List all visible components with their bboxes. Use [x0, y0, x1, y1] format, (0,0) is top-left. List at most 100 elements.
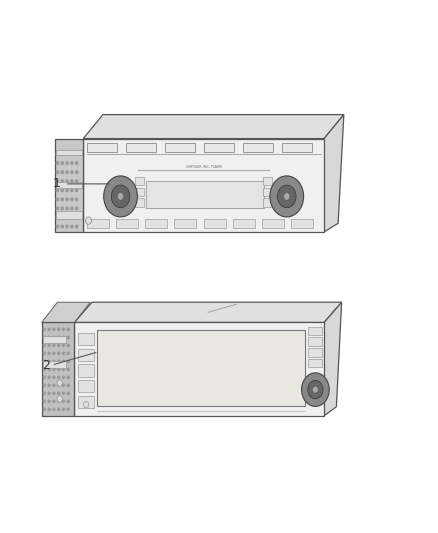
Bar: [74, 322, 324, 416]
Text: 1: 1: [53, 177, 61, 190]
Circle shape: [66, 216, 68, 219]
Circle shape: [53, 392, 55, 394]
Circle shape: [58, 368, 60, 370]
Circle shape: [53, 384, 55, 386]
Circle shape: [58, 328, 60, 330]
Circle shape: [43, 384, 45, 386]
Circle shape: [57, 395, 62, 402]
Circle shape: [63, 408, 64, 410]
Circle shape: [75, 198, 78, 200]
Circle shape: [56, 198, 58, 200]
Circle shape: [63, 384, 64, 386]
Polygon shape: [324, 302, 342, 416]
Bar: [291, 219, 314, 228]
Circle shape: [67, 344, 69, 346]
Circle shape: [84, 401, 89, 408]
Circle shape: [63, 360, 64, 362]
Circle shape: [58, 384, 60, 386]
Circle shape: [43, 392, 45, 394]
Circle shape: [48, 336, 50, 338]
Bar: [126, 143, 156, 152]
Circle shape: [58, 392, 60, 394]
Circle shape: [66, 180, 68, 182]
Circle shape: [61, 216, 63, 219]
Circle shape: [58, 344, 60, 346]
Circle shape: [63, 336, 64, 338]
Circle shape: [53, 360, 55, 362]
Circle shape: [278, 185, 296, 208]
Circle shape: [75, 189, 78, 191]
Circle shape: [48, 328, 50, 330]
Circle shape: [63, 368, 64, 370]
Circle shape: [56, 225, 58, 228]
Circle shape: [270, 176, 304, 217]
Circle shape: [66, 198, 68, 200]
Bar: [87, 219, 109, 228]
Circle shape: [67, 376, 69, 378]
Circle shape: [71, 198, 73, 200]
Circle shape: [58, 352, 60, 354]
Bar: [78, 365, 94, 376]
Circle shape: [56, 180, 58, 182]
Bar: [135, 188, 144, 196]
Circle shape: [43, 328, 45, 330]
Bar: [43, 361, 67, 368]
Circle shape: [71, 216, 73, 219]
Circle shape: [48, 400, 50, 402]
Circle shape: [48, 352, 50, 354]
Bar: [174, 219, 197, 228]
Circle shape: [48, 344, 50, 346]
Circle shape: [63, 400, 64, 402]
Circle shape: [56, 207, 58, 209]
Circle shape: [61, 162, 63, 164]
Circle shape: [61, 180, 63, 182]
Bar: [78, 381, 94, 392]
Circle shape: [43, 336, 45, 338]
Circle shape: [75, 180, 78, 182]
Circle shape: [63, 352, 64, 354]
Circle shape: [43, 344, 45, 346]
Circle shape: [67, 400, 69, 402]
Circle shape: [67, 336, 69, 338]
Circle shape: [48, 392, 50, 394]
Circle shape: [66, 225, 68, 228]
Bar: [145, 219, 167, 228]
Bar: [263, 188, 272, 196]
Bar: [83, 139, 324, 232]
Circle shape: [53, 368, 55, 370]
Circle shape: [71, 162, 73, 164]
Circle shape: [104, 176, 138, 217]
Bar: [204, 143, 234, 152]
Circle shape: [43, 376, 45, 378]
Bar: [87, 143, 117, 152]
Circle shape: [75, 153, 78, 156]
Circle shape: [71, 171, 73, 174]
Circle shape: [66, 189, 68, 191]
Bar: [165, 143, 195, 152]
Circle shape: [75, 225, 78, 228]
Circle shape: [43, 368, 45, 370]
Circle shape: [71, 180, 73, 182]
Circle shape: [67, 368, 69, 370]
Circle shape: [48, 360, 50, 362]
Circle shape: [67, 360, 69, 362]
Circle shape: [67, 328, 69, 330]
Bar: [263, 198, 272, 207]
Circle shape: [58, 408, 60, 410]
Circle shape: [61, 198, 63, 200]
Circle shape: [43, 400, 45, 402]
Bar: [56, 150, 82, 156]
Bar: [43, 336, 67, 343]
Circle shape: [63, 328, 64, 330]
Bar: [243, 143, 273, 152]
Bar: [78, 396, 94, 408]
Circle shape: [75, 171, 78, 174]
Circle shape: [71, 225, 73, 228]
Circle shape: [75, 162, 78, 164]
Circle shape: [58, 336, 60, 338]
Circle shape: [56, 189, 58, 191]
Bar: [308, 359, 321, 367]
Circle shape: [48, 408, 50, 410]
Circle shape: [308, 381, 323, 399]
Circle shape: [56, 153, 58, 156]
